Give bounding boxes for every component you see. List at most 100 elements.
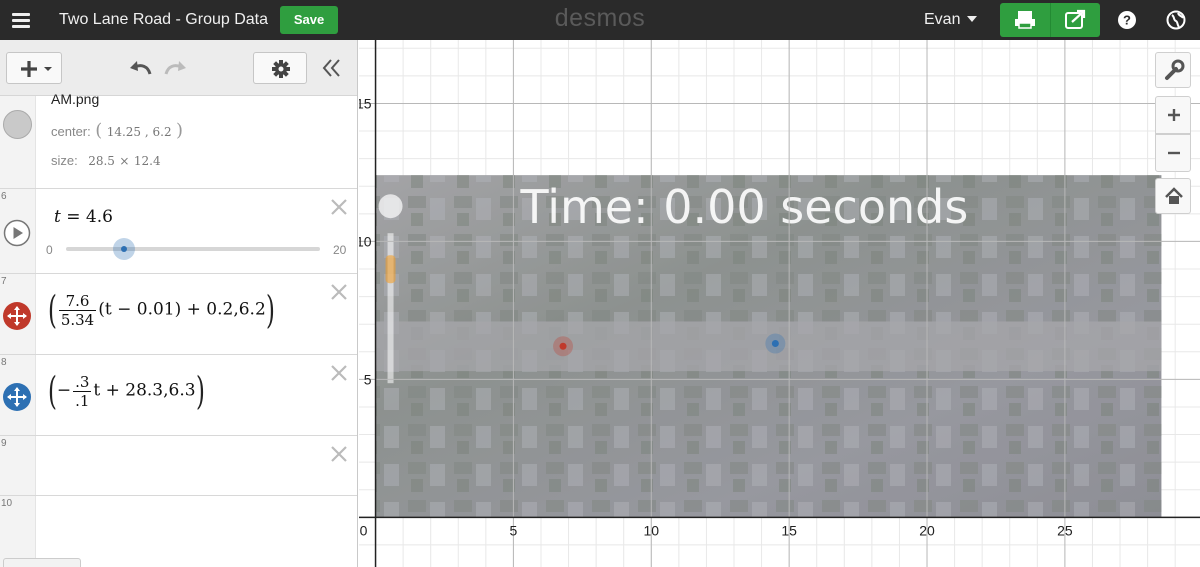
tick-labels: 0 5 10 15 20 25 5 10 15	[359, 95, 1073, 538]
share-button[interactable]	[1050, 3, 1100, 37]
zoom-in-button[interactable]	[1155, 96, 1191, 134]
slider-value: 4.6	[85, 207, 113, 227]
divider	[1050, 3, 1051, 37]
help-icon: ?	[1118, 11, 1136, 29]
time-overlay-text: Time: 0.00 seconds	[520, 180, 969, 234]
gear-icon	[272, 60, 290, 78]
slider-track[interactable]	[66, 238, 320, 260]
zoom-out-button[interactable]	[1155, 134, 1191, 172]
default-viewport-button[interactable]	[1155, 178, 1191, 214]
x-tick-label: 25	[1057, 522, 1073, 538]
zoom-in-icon	[1168, 109, 1180, 121]
graph-canvas[interactable]: Time: 0.00 seconds 0 5 10 15 20 25 5 10 15	[359, 40, 1200, 567]
slider-thumb[interactable]	[113, 238, 136, 260]
zoom-out-icon	[1168, 151, 1180, 155]
expression-list: AM.png center: ( 14.25 , 6.2 ) size: 28.…	[0, 91, 357, 567]
collapse-panel-button[interactable]	[318, 56, 346, 80]
fraction: 7.6 5.34	[58, 291, 97, 329]
image-size[interactable]: size: 28.5 × 12.4	[51, 152, 161, 170]
print-icon	[1015, 11, 1035, 29]
x-tick-label: 20	[919, 522, 935, 538]
expression-panel: AM.png center: ( 14.25 , 6.2 ) size: 28.…	[0, 40, 358, 567]
collapse-icon	[322, 59, 340, 77]
help-button[interactable]: ?	[1116, 9, 1138, 31]
red-move-button[interactable]	[2, 301, 32, 331]
redo-button[interactable]	[160, 56, 190, 80]
expression-gutter	[0, 96, 36, 567]
expression-toolbar	[0, 40, 357, 96]
minus-sign: −	[56, 380, 72, 401]
close-icon	[331, 446, 347, 462]
undo-icon	[130, 61, 152, 75]
image-center[interactable]: center: ( 14.25 , 6.2 )	[51, 120, 184, 141]
points[interactable]	[553, 333, 786, 357]
globe-icon	[1166, 10, 1186, 30]
print-button[interactable]	[1000, 3, 1050, 37]
keypad-toggle[interactable]	[3, 558, 81, 567]
point-expression-red[interactable]: 7 (7.6 5.34 (t − 0.01) + 0.2,6.2)	[0, 274, 357, 355]
user-menu[interactable]: Evan	[924, 11, 978, 29]
save-button[interactable]: Save	[280, 6, 338, 34]
x-tick-label: 5	[510, 522, 518, 538]
center-x: 14.25	[106, 125, 142, 139]
wrench-icon	[1165, 59, 1185, 80]
delete-button[interactable]	[329, 363, 349, 383]
delete-button[interactable]	[329, 197, 349, 217]
map-image-overlay[interactable]: Time: 0.00 seconds	[375, 175, 1162, 518]
blue-point-equation[interactable]: (− .3.1 t + 28.3,6.3)	[47, 369, 205, 413]
point-expression-blue[interactable]: 8 (− .3.1 t + 28.3,6.3)	[0, 355, 357, 436]
row-number: 8	[1, 357, 7, 368]
center-label: center:	[51, 124, 91, 139]
image-filename: AM.png	[51, 91, 100, 107]
delete-button[interactable]	[329, 282, 349, 302]
size-height: 12.4	[133, 154, 161, 168]
play-button[interactable]	[2, 218, 32, 248]
variable: t	[54, 207, 61, 227]
hamburger-icon[interactable]	[10, 9, 32, 31]
settings-button[interactable]	[253, 52, 307, 84]
image-thumbnail-icon[interactable]	[3, 110, 32, 139]
empty-expression[interactable]: 10	[0, 496, 357, 567]
red-point	[559, 342, 567, 350]
red-point-equation[interactable]: (7.6 5.34 (t − 0.01) + 0.2,6.2)	[47, 288, 275, 332]
center-y: 6.2	[152, 125, 172, 139]
y-tick-label: 5	[364, 371, 372, 387]
add-item-button[interactable]	[6, 52, 62, 84]
y-tick-label: 10	[359, 233, 372, 249]
x-tick-label: 0	[360, 522, 368, 538]
blue-point	[771, 340, 779, 348]
slider-expression[interactable]: 6 t = 4.6 0 20	[0, 189, 357, 274]
blue-move-icon	[3, 383, 31, 411]
svg-text:?: ?	[1123, 13, 1131, 28]
undo-button[interactable]	[126, 56, 156, 80]
delete-button[interactable]	[329, 444, 349, 464]
top-bar: Two Lane Road - Group Data Save desmos E…	[0, 0, 1200, 40]
blue-move-button[interactable]	[2, 382, 32, 412]
size-times: ×	[119, 154, 130, 168]
document-title[interactable]: Two Lane Road - Group Data	[59, 11, 269, 28]
size-label: size:	[51, 153, 78, 168]
play-icon	[3, 219, 31, 247]
slider-min: 0	[46, 243, 53, 257]
empty-expression[interactable]: 9	[0, 436, 357, 496]
red-point-expression-body: (t − 0.01) + 0.2,6.2	[98, 299, 266, 320]
home-icon	[1165, 187, 1183, 204]
map-zoom-thumb	[385, 255, 396, 284]
graph-settings-button[interactable]	[1155, 52, 1191, 88]
blue-point-expression-body: t + 28.3,6.3	[93, 380, 196, 401]
chevron-down-icon	[967, 16, 978, 22]
axes	[359, 40, 1200, 567]
size-width: 28.5	[88, 154, 115, 168]
language-button[interactable]	[1165, 9, 1187, 31]
close-icon	[331, 284, 347, 300]
equals: =	[66, 207, 81, 227]
road	[375, 321, 1162, 372]
slider-equation[interactable]: t = 4.6	[54, 207, 113, 227]
redo-icon	[164, 61, 186, 75]
x-tick-label: 10	[643, 522, 659, 538]
y-tick-label: 15	[359, 95, 372, 111]
row-number: 7	[1, 276, 7, 287]
graph-paper[interactable]: Time: 0.00 seconds 0 5 10 15 20 25 5 10 15	[359, 40, 1200, 567]
x-tick-label: 15	[781, 522, 797, 538]
image-expression[interactable]: AM.png center: ( 14.25 , 6.2 ) size: 28.…	[0, 91, 357, 189]
